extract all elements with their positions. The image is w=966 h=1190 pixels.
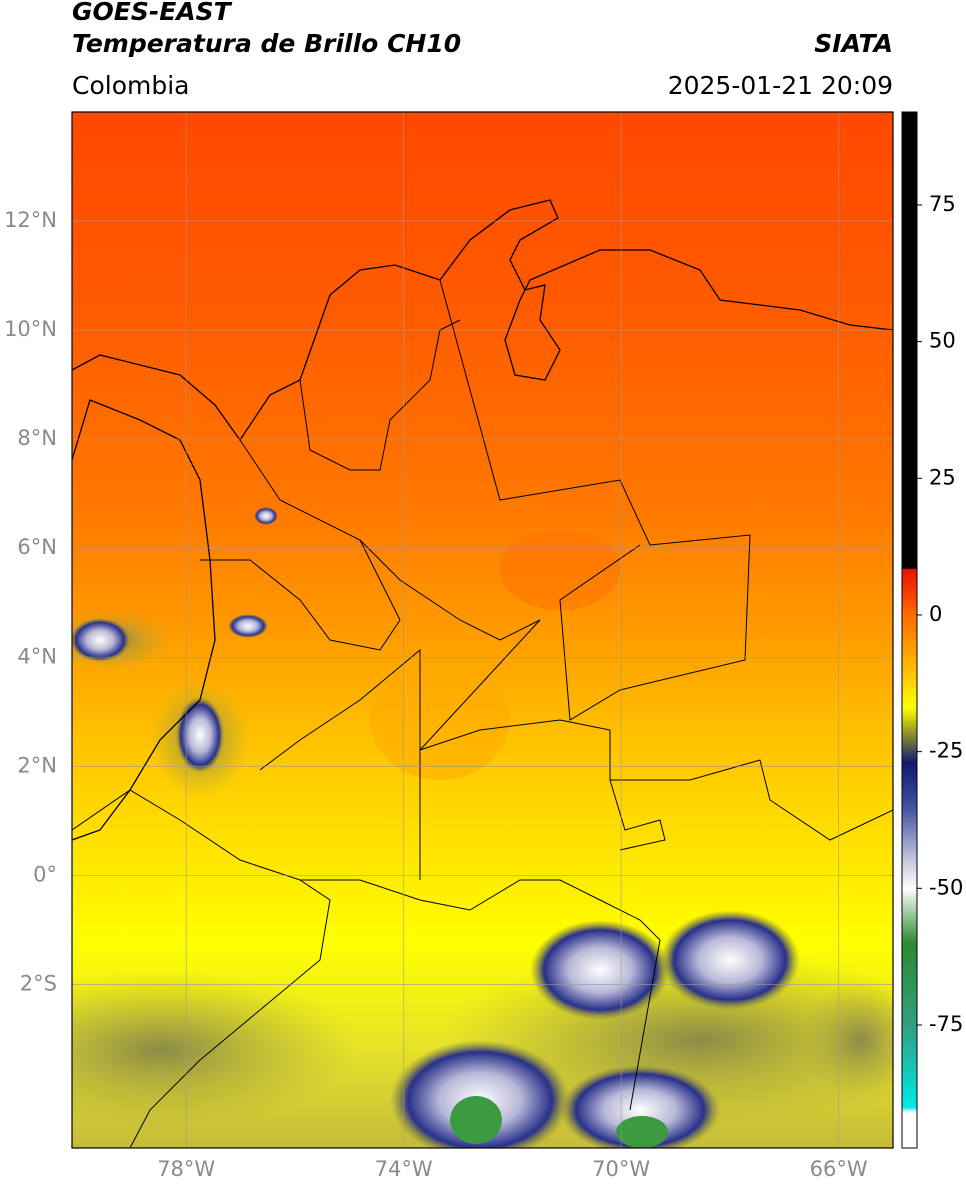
- colorbar-tick-label: -50: [929, 875, 963, 899]
- x-tick-label: 70°W: [592, 1157, 650, 1181]
- map-frame: [71, 111, 894, 1149]
- satellite-image: [72, 112, 893, 1148]
- y-tick-label: 10°N: [4, 317, 57, 341]
- x-tick-label: 66°W: [810, 1157, 868, 1181]
- region: Colombia: [72, 71, 189, 100]
- y-tick-label: 0°: [33, 862, 57, 886]
- colorbar-tick-label: 25: [929, 465, 956, 489]
- colorbar-tick-label: -25: [929, 739, 963, 763]
- colorbar-tick-label: 50: [929, 329, 956, 353]
- x-tick-label: 74°W: [375, 1157, 433, 1181]
- colorbar-tick-label: 0: [929, 602, 942, 626]
- y-tick-label: 6°N: [17, 535, 57, 559]
- y-tick-label: 4°N: [17, 644, 57, 668]
- subtitle: Temperatura de Brillo CH10: [72, 29, 461, 58]
- title: GOES-EAST: [72, 0, 233, 26]
- y-tick-label: 8°N: [17, 426, 57, 450]
- x-tick-label: 78°W: [157, 1157, 215, 1181]
- y-tick-label: 2°S: [20, 971, 57, 995]
- source: SIATA: [814, 29, 893, 58]
- colorbar-tick-label: -75: [929, 1012, 963, 1036]
- colorbar: [901, 111, 918, 1149]
- colorbar-tick-label: 75: [929, 192, 956, 216]
- datetime: 2025-01-21 20:09: [668, 71, 893, 100]
- y-tick-label: 12°N: [4, 208, 57, 232]
- y-tick-label: 2°N: [17, 753, 57, 777]
